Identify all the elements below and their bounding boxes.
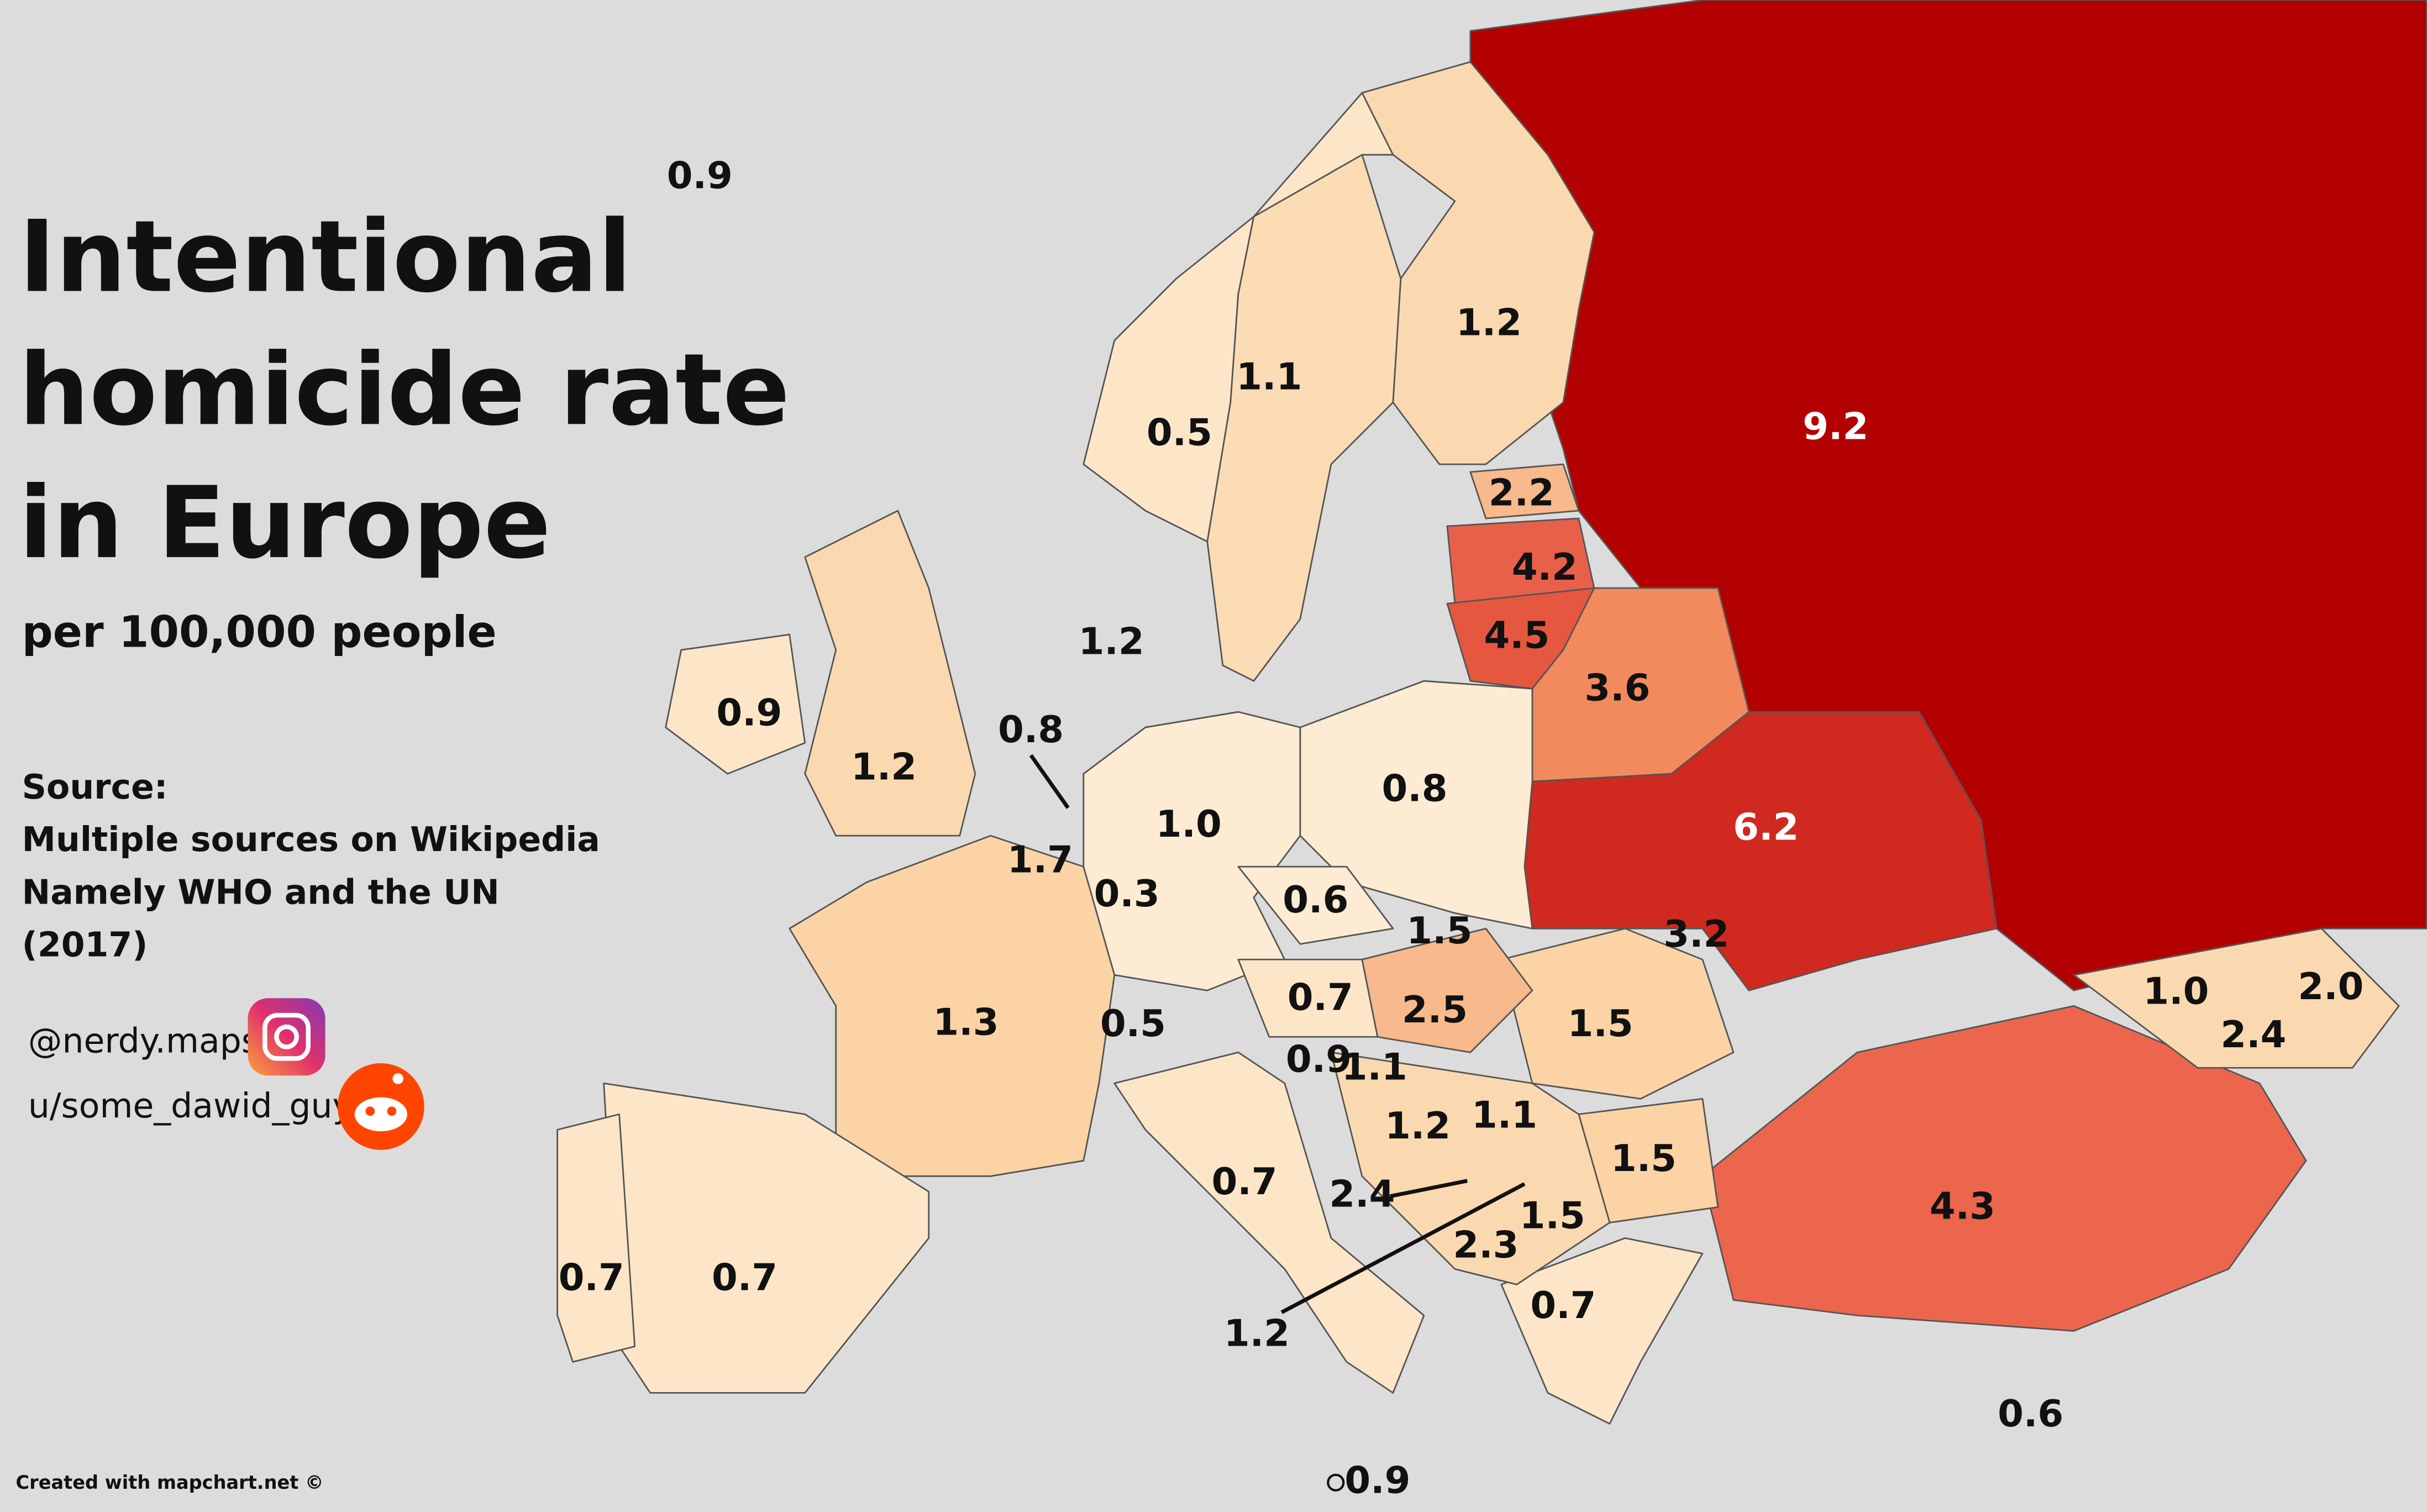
region-value: 1.2	[851, 745, 917, 788]
region-value: 1.1	[1472, 1093, 1537, 1136]
region-value: 4.3	[1930, 1185, 1995, 1228]
reddit-glyph	[365, 1106, 375, 1116]
region-value: 9.2	[1803, 405, 1868, 448]
region	[1299, 680, 1533, 930]
region	[804, 510, 976, 837]
instagram-glyph	[262, 1012, 311, 1061]
region	[1701, 1005, 2307, 1332]
region-value: 1.3	[933, 1000, 999, 1043]
region-value: 0.9	[716, 691, 782, 734]
region-value: 1.5	[1520, 1194, 1585, 1237]
region	[603, 1082, 930, 1394]
region	[789, 834, 1116, 1177]
region-value: 1.2	[1079, 620, 1144, 663]
region-value: 1.2	[1385, 1104, 1451, 1147]
region-value: 1.2	[1224, 1311, 1290, 1355]
region	[1500, 1237, 1704, 1425]
region-value: 0.9	[1286, 1038, 1352, 1081]
title-line: in Europe	[19, 466, 551, 581]
region-value: 3.2	[1663, 912, 1729, 956]
instagram-handle: @nerdy.maps	[28, 1021, 259, 1060]
source-line: (2017)	[22, 925, 148, 965]
region-value: 0.7	[1288, 976, 1353, 1019]
instagram-glyph	[274, 1024, 299, 1049]
region	[1237, 865, 1394, 945]
countries	[556, 0, 2427, 1425]
title-line: homicide rate	[19, 333, 790, 448]
region-value: 0.5	[1147, 411, 1212, 454]
reddit-glyph	[392, 1073, 403, 1084]
instagram-icon	[248, 998, 325, 1076]
region-value: 1.0	[1156, 802, 1222, 846]
region-value: 0.7	[1530, 1284, 1596, 1327]
subtitle: per 100,000 people	[22, 607, 497, 658]
reddit-handle: u/some_dawid_guy	[28, 1086, 353, 1126]
source-line: Multiple sources on Wikipedia	[22, 820, 600, 859]
region-value: 0.3	[1094, 872, 1160, 915]
title-line: Intentional	[19, 200, 632, 314]
leader-line	[1389, 1179, 1468, 1199]
region-value: 2.2	[1489, 471, 1554, 514]
region	[665, 633, 806, 775]
leader-line	[1280, 1182, 1526, 1314]
reddit-glyph	[354, 1097, 407, 1132]
region	[1083, 711, 1301, 991]
region-value: 4.5	[1484, 613, 1549, 657]
region	[1113, 1051, 1425, 1394]
leader-lines	[1029, 754, 1526, 1492]
source-line: Namely WHO and the UN	[22, 872, 500, 912]
region	[1361, 61, 1595, 465]
region	[1206, 154, 1402, 682]
credit: Created with mapchart.net ©	[15, 1472, 323, 1493]
leader-line	[1029, 754, 1070, 809]
source-line: Source:	[22, 767, 168, 807]
region-value: 0.6	[1998, 1392, 2063, 1435]
region-value: 0.8	[998, 708, 1064, 751]
region-value: 6.2	[1733, 806, 1799, 849]
region-value: 0.8	[1382, 767, 1448, 810]
region	[2073, 927, 2400, 1069]
region-value: 0.7	[712, 1256, 778, 1299]
region-value: 1.1	[1342, 1046, 1407, 1089]
region	[1237, 958, 1379, 1038]
reddit-glyph	[387, 1106, 397, 1116]
region-value: 4.2	[1512, 545, 1578, 589]
region-value: 1.0	[2143, 969, 2209, 1012]
region-value: 1.5	[1406, 909, 1472, 952]
region-value: 1.1	[1236, 355, 1302, 398]
region-value: 2.3	[1453, 1224, 1519, 1267]
region-value: 1.7	[1007, 838, 1073, 881]
region-value: 1.2	[1456, 301, 1522, 344]
region	[556, 1113, 636, 1363]
value-labels: 0.9 1.2 1.1 0.5 9.2 2.2 4.2 4.5 1.2 3.6 0.9 1.2 0.8 1…	[559, 154, 2364, 1502]
region-value: 2.4	[1329, 1172, 1395, 1215]
region-value: 0.9	[667, 154, 733, 197]
region-value: 2.5	[1402, 988, 1468, 1031]
region-value: 0.7	[1211, 1160, 1277, 1203]
region-value: 0.6	[1283, 878, 1348, 921]
region-value: 1.5	[1568, 1002, 1633, 1045]
region-value: 0.5	[1100, 1002, 1166, 1045]
marker	[1327, 1473, 1345, 1492]
region-value: 2.0	[2298, 965, 2363, 1008]
region-value: 0.7	[559, 1256, 624, 1299]
region	[1330, 1051, 1611, 1285]
region-value: 3.6	[1584, 666, 1650, 710]
region	[1469, 463, 1580, 519]
region-value: 0.9	[1344, 1458, 1410, 1502]
region-value: 1.5	[1611, 1137, 1677, 1180]
region-value: 2.4	[2220, 1013, 2286, 1056]
